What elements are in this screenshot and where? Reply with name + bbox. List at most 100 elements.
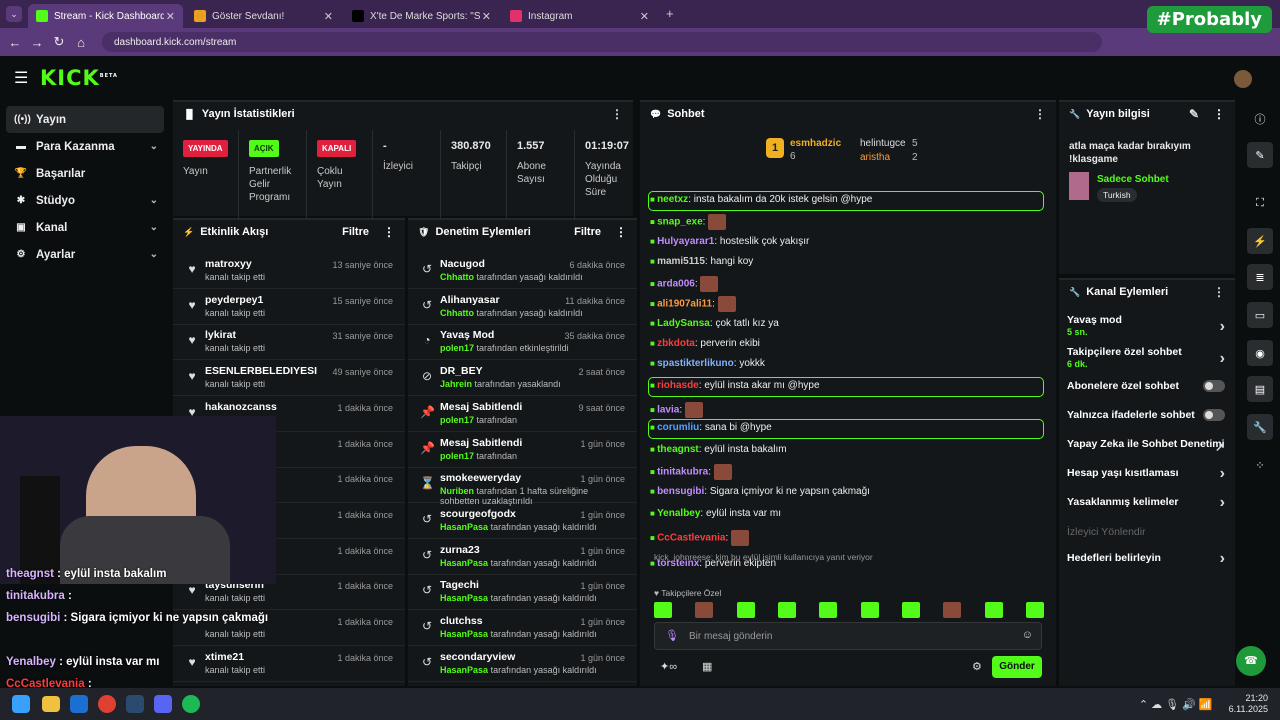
forward-icon[interactable]: → [30, 34, 44, 50]
channel-action-item[interactable]: Yalnızca ifadelerle sohbet [1067, 409, 1225, 421]
activity-row[interactable]: 1 dakika önce [173, 540, 405, 575]
chat-username[interactable]: bensugibi [657, 486, 705, 497]
chat-message[interactable]: ■ neetxz: insta bakalım da 20k istek gel… [650, 194, 873, 205]
browser-tab[interactable]: Instagram ✕ [502, 4, 657, 28]
sidebar-item-money[interactable]: ▬ Para Kazanma ⌄ [0, 133, 170, 160]
emote[interactable] [654, 602, 672, 618]
activity-user[interactable]: xtime21 [205, 650, 245, 663]
apps-icon[interactable]: ⁘ [1255, 459, 1265, 472]
moderation-target[interactable]: clutchss [440, 615, 483, 627]
fullscreen-icon[interactable]: ⛶ [1256, 196, 1264, 209]
moderation-target[interactable]: Mesaj Sabitlendi [440, 436, 523, 449]
discord-icon[interactable] [154, 695, 172, 713]
filter-button[interactable]: Filtre [342, 226, 369, 238]
moderation-target[interactable]: Tagechi [440, 579, 479, 592]
moderation-target[interactable]: Nacugod [440, 258, 485, 270]
sidebar-item-settings[interactable]: ⚙ Ayarlar ⌄ [0, 241, 170, 268]
chat-username[interactable]: snap_exe [657, 216, 703, 228]
list-icon[interactable]: ≣ [1247, 264, 1273, 290]
moderation-row[interactable]: ↺ Alihanyasar Chhatto tarafından yasağı ka… [408, 290, 637, 325]
emote[interactable] [777, 602, 796, 618]
emote[interactable] [984, 602, 1003, 618]
moderation-row[interactable]: ↺ Tagechi HasanPasa tarafından yasağı kald… [408, 575, 637, 611]
chat-username[interactable]: ali1907ali11 [657, 298, 713, 310]
broadcast-icon[interactable]: ◉ [1247, 340, 1273, 366]
channel-action-item[interactable]: Abonelere özel sohbet [1067, 380, 1225, 392]
spotify-icon[interactable] [182, 695, 200, 713]
chat-username[interactable]: torsteinx [657, 558, 700, 569]
category-name[interactable]: Sadece Sohbet [1097, 174, 1169, 185]
reload-icon[interactable]: ↻ [53, 34, 65, 49]
chat-username[interactable]: lavia [657, 404, 680, 416]
chat-input[interactable]: 🎙 Bir mesaj gönderin ☺ [654, 622, 1042, 650]
settings-icon[interactable]: ⚙ [972, 661, 982, 673]
browser-tab[interactable]: Stream - Kick Dashboard ✕ [28, 4, 183, 28]
moderation-target[interactable]: Yavaş Mod [440, 329, 495, 342]
chat-message[interactable]: ■ Yenalbey: eylül insta var mı [650, 508, 782, 519]
moderator-name[interactable]: polen17 [440, 450, 475, 461]
chat-icon[interactable]: ▭ [1247, 302, 1273, 328]
more-icon[interactable]: ⋮ [1213, 285, 1225, 299]
chat-message[interactable]: ■ Hulyayarar1: hosteslik çok yakışır [650, 236, 810, 247]
close-icon[interactable]: ✕ [639, 10, 649, 23]
moderation-row[interactable]: ↺ secondaryview HasanPasa tarafından yasağ… [408, 647, 637, 682]
filter-button[interactable]: Filtre [574, 226, 601, 238]
moderation-target[interactable]: zurna23 [440, 543, 480, 556]
browser-tab[interactable]: X'te De Marke Sports: "SON DA✕ [344, 4, 499, 28]
chat-message[interactable]: ■ mami5115: hangi koy [650, 256, 754, 267]
emote[interactable] [860, 602, 879, 618]
chevron-right-icon[interactable]: › [1219, 465, 1225, 482]
moderation-row[interactable]: ◔ Yavaş Mod polen17 tarafından etkinleştir… [408, 325, 637, 361]
more-icon[interactable]: ⋮ [611, 107, 623, 121]
avatar[interactable] [1234, 70, 1252, 88]
gift-icon[interactable]: ✦∞ [660, 661, 678, 673]
more-icon[interactable]: ⋮ [1034, 107, 1046, 121]
url-field[interactable]: dashboard.kick.com/stream [102, 32, 1102, 52]
chevron-down-icon[interactable]: ⌄ [149, 195, 158, 206]
chat-message[interactable]: ■ riohasde: eylül insta akar mı @hype [650, 380, 820, 391]
moderator-name[interactable]: HasanPasa [440, 521, 489, 532]
toggle-switch[interactable] [1203, 380, 1225, 392]
sidebar-item-channel[interactable]: ▣ Kanal ⌄ [0, 214, 170, 241]
moderation-target[interactable]: DR_BEY [440, 365, 483, 378]
chat-username[interactable]: theagnst [657, 444, 699, 455]
chat-message[interactable]: ■ corumliu: sana bi @hype [650, 422, 772, 433]
moderation-row[interactable]: ↺ Nacugod Chhatto tarafından yasağı kaldır… [408, 254, 637, 289]
chevron-down-icon[interactable]: ⌄ [149, 222, 158, 233]
activity-user[interactable]: hakanozcanss [205, 400, 277, 413]
activity-row[interactable]: 1 dakika önce [173, 468, 405, 504]
activity-row[interactable]: ♥ peyderpey1 kanalı takip etti 15 saniye ön… [173, 290, 405, 325]
info-icon[interactable]: ⓘ [1254, 114, 1266, 126]
tray-icons[interactable]: ⌃ ☁ 🎙 🔊 📶 [1138, 698, 1213, 711]
edit-icon[interactable]: ✎ [1188, 107, 1199, 121]
emote[interactable] [943, 602, 962, 618]
chat-message[interactable]: ■ theagnst: eylül insta bakalım [650, 444, 787, 455]
moderator-name[interactable]: Nuriben [440, 486, 475, 497]
chat-username[interactable]: tinitakubra [657, 466, 709, 478]
chevron-down-icon[interactable]: ⌄ [149, 249, 158, 260]
menu-icon[interactable]: ☰ [14, 70, 29, 87]
moderation-target[interactable]: scourgeofgodx [440, 507, 516, 520]
moderation-target[interactable]: smokeeweryday [440, 472, 522, 485]
external-link-icon[interactable]: ↗ [1214, 440, 1225, 454]
chat-username[interactable]: Hulyayarar1 [657, 236, 715, 247]
more-icon[interactable]: ⋮ [1213, 107, 1225, 121]
toggle-switch[interactable] [1203, 409, 1225, 421]
outlook-icon[interactable] [70, 695, 88, 713]
sidebar-item-trophy[interactable]: 🏆 Başarılar [0, 160, 170, 187]
layout-icon[interactable]: ▤ [1247, 376, 1273, 402]
activity-user[interactable]: matroxyy [205, 258, 252, 270]
steam-icon[interactable] [126, 695, 144, 713]
moderation-row[interactable]: ⊘ DR_BEY Jahrein tarafından yasaklandı 2 sa… [408, 361, 637, 397]
chat-message[interactable]: ■ CcCastlevania: [650, 530, 749, 546]
emote[interactable] [695, 602, 714, 618]
start-icon[interactable] [12, 695, 30, 713]
chat-username[interactable]: CcCastlevania [657, 532, 726, 544]
wrench-icon[interactable]: 🔧 [1247, 414, 1273, 440]
chat-username[interactable]: neetxz [657, 194, 689, 205]
chat-username[interactable]: LadySansa [657, 318, 710, 329]
chat-username[interactable]: spastikterlikuno [657, 358, 734, 369]
emote[interactable] [1025, 602, 1044, 618]
back-icon[interactable]: ← [8, 34, 22, 50]
moderation-target[interactable]: Alihanyasar [440, 293, 500, 306]
